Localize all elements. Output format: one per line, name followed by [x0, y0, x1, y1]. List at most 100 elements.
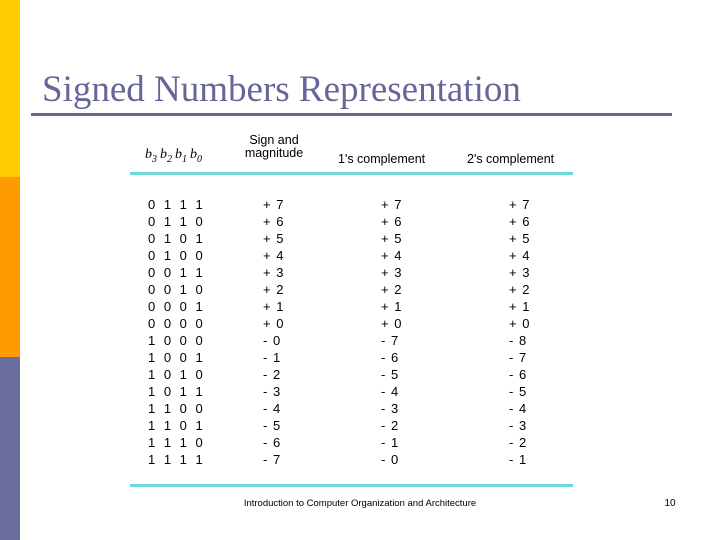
ones-complement-cell: + 0	[381, 316, 402, 331]
ones-complement-cell: + 6	[381, 214, 402, 229]
sign-magnitude-header-line2: magnitude	[244, 146, 304, 160]
table-row: 0 1 0 1 + 5 + 5 + 5	[0, 230, 720, 247]
twos-complement-cell: + 1	[509, 299, 530, 314]
sign-magnitude-cell: + 0	[263, 316, 284, 331]
ones-complement-cell: - 5	[381, 367, 399, 382]
ones-complement-cell: - 1	[381, 435, 399, 450]
twos-complement-cell: - 8	[509, 333, 527, 348]
sign-magnitude-header: Sign and magnitude	[229, 134, 319, 160]
twos-complement-cell: + 6	[509, 214, 530, 229]
sign-magnitude-cell: - 1	[263, 350, 281, 365]
binary-bits-cell: 1 0 1 0	[148, 367, 203, 382]
binary-bits-cell: 1 0 0 0	[148, 333, 203, 348]
twos-complement-cell: - 1	[509, 452, 527, 467]
table-row: 0 0 1 0 + 2 + 2 + 2	[0, 281, 720, 298]
binary-bits-cell: 1 1 1 1	[148, 452, 203, 467]
ones-complement-cell: + 7	[381, 197, 402, 212]
sidebar-segment-yellow	[0, 0, 20, 177]
bit-label: b1	[175, 147, 187, 165]
binary-bits-cell: 1 1 0 1	[148, 418, 203, 433]
sign-magnitude-cell: + 3	[263, 265, 284, 280]
ones-complement-cell: + 2	[381, 282, 402, 297]
sidebar-segment-purple	[0, 357, 20, 540]
table-row: 1 1 0 1 - 5 - 2 - 3	[0, 417, 720, 434]
binary-bits-cell: 0 0 1 0	[148, 282, 203, 297]
ones-complement-cell: + 3	[381, 265, 402, 280]
binary-bits-cell: 1 0 1 1	[148, 384, 203, 399]
twos-complement-cell: + 5	[509, 231, 530, 246]
table-bottom-rule	[130, 484, 573, 487]
sign-magnitude-cell: - 6	[263, 435, 281, 450]
twos-complement-cell: + 2	[509, 282, 530, 297]
twos-complement-cell: - 2	[509, 435, 527, 450]
twos-complement-cell: + 4	[509, 248, 530, 263]
binary-bits-cell: 0 1 0 0	[148, 248, 203, 263]
sign-magnitude-cell: - 7	[263, 452, 281, 467]
sidebar-accent-bar	[0, 0, 20, 540]
slide-title: Signed Numbers Representation	[42, 69, 521, 110]
table-row: 1 0 0 1 - 1 - 6 - 7	[0, 349, 720, 366]
table-row: 1 0 1 1 - 3 - 4 - 5	[0, 383, 720, 400]
twos-complement-cell: - 5	[509, 384, 527, 399]
bit-label: b2	[160, 147, 172, 165]
table-header-rule	[130, 172, 573, 175]
ones-complement-cell: - 7	[381, 333, 399, 348]
ones-complement-cell: - 0	[381, 452, 399, 467]
binary-bits-cell: 1 0 0 1	[148, 350, 203, 365]
twos-complement-header: 2's complement	[467, 152, 555, 166]
sign-magnitude-cell: - 4	[263, 401, 281, 416]
table-row: 1 0 1 0 - 2 - 5 - 6	[0, 366, 720, 383]
binary-bits-cell: 0 1 1 1	[148, 197, 203, 212]
sign-magnitude-cell: - 3	[263, 384, 281, 399]
sign-magnitude-cell: + 7	[263, 197, 284, 212]
ones-complement-cell: - 2	[381, 418, 399, 433]
footer-text: Introduction to Computer Organization an…	[243, 498, 477, 509]
bits-header: b3 b2 b1 b0	[145, 146, 205, 169]
twos-complement-cell: - 4	[509, 401, 527, 416]
ones-complement-cell: - 6	[381, 350, 399, 365]
sign-magnitude-cell: - 2	[263, 367, 281, 382]
twos-complement-cell: + 3	[509, 265, 530, 280]
binary-bits-cell: 0 1 1 0	[148, 214, 203, 229]
sign-magnitude-cell: + 2	[263, 282, 284, 297]
page-number: 10	[664, 498, 676, 509]
binary-bits-cell: 0 0 1 1	[148, 265, 203, 280]
binary-bits-cell: 1 1 0 0	[148, 401, 203, 416]
binary-bits-cell: 0 1 0 1	[148, 231, 203, 246]
sign-magnitude-cell: + 4	[263, 248, 284, 263]
twos-complement-cell: + 7	[509, 197, 530, 212]
sign-magnitude-cell: - 5	[263, 418, 281, 433]
ones-complement-cell: + 4	[381, 248, 402, 263]
table-row: 1 1 1 1 - 7 - 0 - 1	[0, 451, 720, 468]
table-row: 0 0 0 1 + 1 + 1 + 1	[0, 298, 720, 315]
twos-complement-cell: - 6	[509, 367, 527, 382]
binary-bits-cell: 0 0 0 0	[148, 316, 203, 331]
sign-magnitude-header-line1: Sign and	[249, 133, 299, 147]
ones-complement-cell: + 1	[381, 299, 402, 314]
table-row: 0 0 1 1 + 3 + 3 + 3	[0, 264, 720, 281]
sign-magnitude-cell: + 5	[263, 231, 284, 246]
sidebar-segment-orange	[0, 177, 20, 357]
binary-bits-cell: 1 1 1 0	[148, 435, 203, 450]
ones-complement-cell: + 5	[381, 231, 402, 246]
title-underline	[31, 113, 672, 116]
twos-complement-cell: + 0	[509, 316, 530, 331]
sign-magnitude-cell: + 6	[263, 214, 284, 229]
table-row: 0 0 0 0 + 0 + 0 + 0	[0, 315, 720, 332]
table-row: 1 1 0 0 - 4 - 3 - 4	[0, 400, 720, 417]
twos-complement-cell: - 7	[509, 350, 527, 365]
table-row: 1 1 1 0 - 6 - 1 - 2	[0, 434, 720, 451]
bit-label: b0	[190, 147, 202, 165]
table-rows: 0 1 1 1 + 7 + 7 + 7 0 1 1 0 + 6 + 6 + 6 …	[0, 196, 720, 468]
binary-bits-cell: 0 0 0 1	[148, 299, 203, 314]
sign-magnitude-cell: + 1	[263, 299, 284, 314]
sign-magnitude-cell: - 0	[263, 333, 281, 348]
table-row: 0 1 0 0 + 4 + 4 + 4	[0, 247, 720, 264]
ones-complement-cell: - 3	[381, 401, 399, 416]
ones-complement-cell: - 4	[381, 384, 399, 399]
table-row: 0 1 1 0 + 6 + 6 + 6	[0, 213, 720, 230]
twos-complement-cell: - 3	[509, 418, 527, 433]
ones-complement-header: 1's complement	[338, 152, 426, 166]
bit-label: b3	[145, 147, 157, 165]
